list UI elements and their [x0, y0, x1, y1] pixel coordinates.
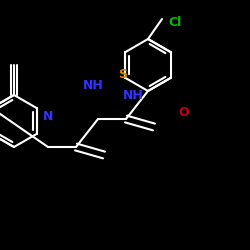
Text: O: O	[178, 106, 189, 118]
Text: NH: NH	[82, 79, 103, 92]
Text: Cl: Cl	[168, 16, 181, 28]
Text: S: S	[118, 68, 127, 82]
Text: N: N	[43, 110, 54, 124]
Text: NH: NH	[122, 89, 144, 102]
